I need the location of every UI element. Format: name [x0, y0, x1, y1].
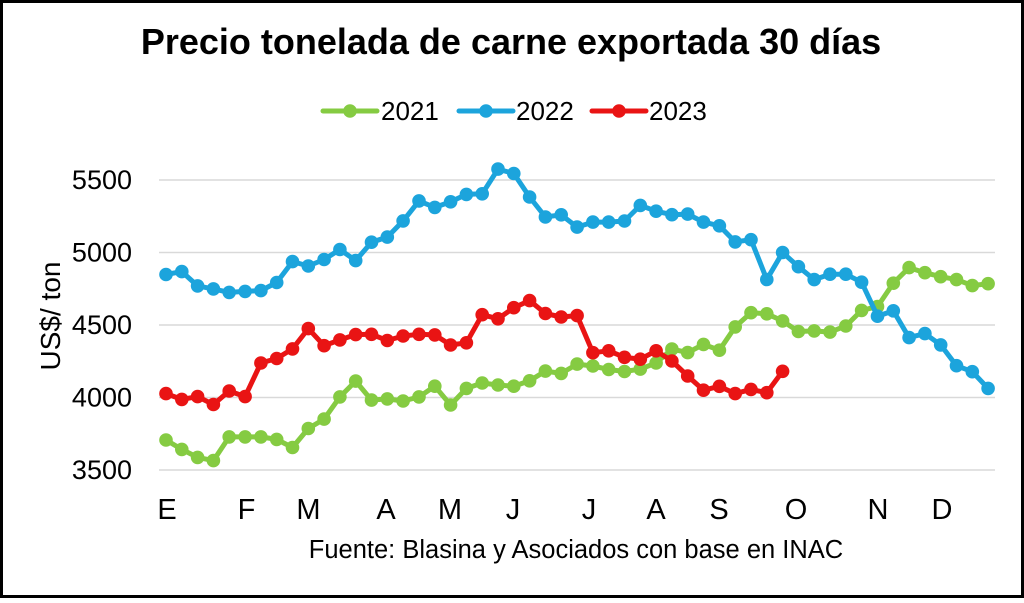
svg-text:3500: 3500 [72, 455, 132, 485]
svg-text:Fuente: Blasina y Asociados co: Fuente: Blasina y Asociados con base en … [309, 536, 843, 564]
svg-text:E: E [157, 494, 176, 526]
svg-text:5500: 5500 [72, 165, 132, 195]
svg-text:5000: 5000 [72, 238, 132, 268]
svg-text:4500: 4500 [72, 310, 132, 340]
svg-text:J: J [582, 494, 597, 526]
svg-text:US$/ ton: US$/ ton [35, 262, 66, 371]
svg-text:F: F [238, 494, 256, 526]
svg-text:S: S [709, 494, 728, 526]
svg-text:D: D [932, 494, 953, 526]
svg-text:4000: 4000 [72, 383, 132, 413]
svg-text:N: N [868, 494, 889, 526]
svg-text:A: A [646, 494, 666, 526]
svg-text:Precio tonelada de carne expor: Precio tonelada de carne exportada 30 dí… [141, 21, 881, 62]
svg-text:J: J [506, 494, 521, 526]
svg-text:A: A [376, 494, 396, 526]
svg-text:2021: 2021 [381, 96, 439, 126]
svg-text:M: M [438, 494, 462, 526]
svg-text:2023: 2023 [649, 96, 707, 126]
svg-text:2022: 2022 [516, 96, 574, 126]
svg-text:O: O [785, 494, 808, 526]
svg-text:M: M [296, 494, 320, 526]
